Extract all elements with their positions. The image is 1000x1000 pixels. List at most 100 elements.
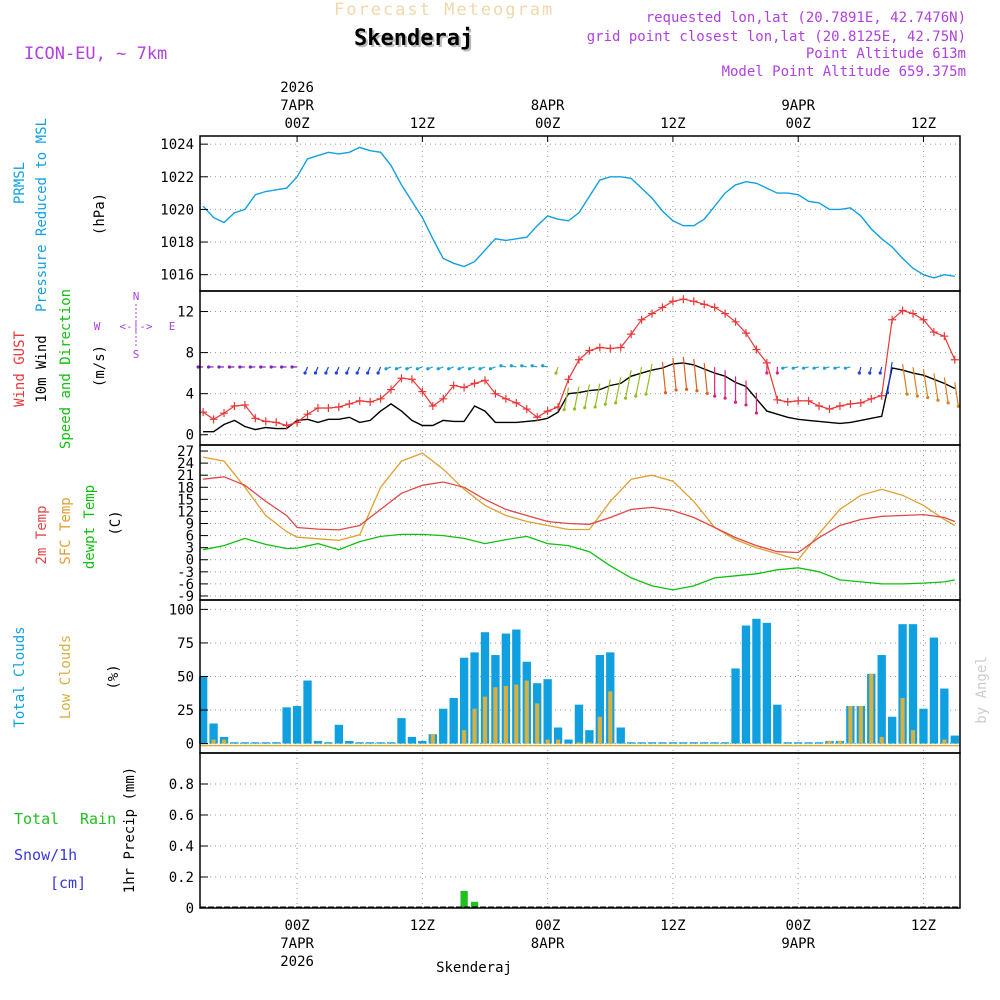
wind-gust-marker (585, 346, 594, 355)
wind-10m-label: 10m Wind (34, 335, 50, 402)
clouds-tick-label: 50 (177, 670, 194, 686)
wind-gust-marker (909, 309, 918, 318)
wind-gust-marker (282, 421, 291, 430)
total-clouds-bar (794, 742, 803, 744)
pressure-tick-label: 1024 (160, 137, 194, 153)
total-clouds-bar (365, 742, 375, 744)
total-clouds-bar (324, 742, 333, 744)
wind-direction-arrow (573, 386, 580, 410)
total-clouds-bar (209, 723, 218, 744)
point-altitude: Point Altitude 613m (805, 46, 966, 62)
wind-direction-arrow (933, 373, 939, 401)
low-clouds-label-group: Low Clouds (58, 635, 74, 719)
data-layer (196, 146, 960, 908)
wind-arrow-head (303, 371, 307, 375)
wind-arrow-head (248, 365, 252, 369)
low-clouds-bar (900, 697, 905, 744)
temperature-tick-label: -3 (177, 565, 194, 581)
wind-gust-marker (481, 376, 489, 385)
low-clouds-bar (910, 730, 916, 744)
total-clouds-bar (710, 742, 719, 744)
wind-direction-arrow (954, 382, 959, 407)
wind-direction-arrow (886, 361, 893, 393)
wind-gust-marker (376, 394, 385, 403)
wind-gust-marker (345, 399, 354, 408)
pressure-label-prmsl: PRMSL (12, 162, 28, 204)
total-clouds-bar (585, 730, 594, 744)
low-clouds-bar (535, 703, 540, 744)
total-clouds-bar (950, 735, 959, 744)
compass-w: W (94, 320, 101, 333)
wind-arrow-head (713, 394, 717, 398)
total-clouds-bar (626, 742, 636, 744)
total-clouds-bar (898, 624, 907, 744)
wind-arrow-head (366, 371, 370, 375)
wind-gust-marker (460, 383, 469, 392)
wind-arrow-head (723, 396, 727, 400)
temperature-tick-label: -6 (177, 577, 194, 593)
wind-direction-arrow (672, 357, 677, 391)
total-clouds-bar (355, 742, 364, 744)
wind-gust-marker (929, 328, 938, 337)
total-clouds-bar (543, 679, 552, 744)
wind-gust-marker (898, 306, 907, 315)
wind-gust-marker (637, 315, 646, 324)
wind-gust-marker (470, 379, 479, 388)
wind-arrow-head (603, 402, 607, 406)
model-altitude: Model Point Altitude 659.375m (721, 64, 966, 80)
wind-arrow-head (674, 388, 678, 392)
total-clouds-bar (313, 740, 323, 744)
pressure-label-msl: Pressure Reduced to MSL (34, 118, 50, 312)
low-clouds-bar (482, 696, 488, 744)
wind-arrow-head (644, 392, 648, 396)
rain-bar (470, 901, 479, 908)
grid-point-coords: grid point closest lon,lat (20.8125E, 42… (586, 29, 966, 45)
clouds-unit-label: (%) (106, 664, 122, 689)
precip-tick-label: 0 (186, 901, 194, 917)
wind-arrow-head (376, 371, 380, 375)
precip-cm-label: [cm] (50, 874, 86, 892)
wind-arrow-head (562, 408, 566, 412)
temperature-label-group: 2m Temp (34, 505, 50, 564)
total-clouds-bar (397, 718, 406, 744)
wind-arrow-head (833, 366, 837, 370)
top-time-label: 8APR (531, 98, 565, 114)
wind-arrow-head (238, 365, 242, 369)
wind-arrow-head (259, 365, 263, 369)
wind-arrow-head (905, 392, 909, 396)
wind-gust-marker (888, 315, 897, 324)
wind-arrow-head (436, 367, 440, 371)
wind-arrow-head (843, 366, 847, 370)
bottom-time-label: 2026 (280, 954, 314, 970)
wind-arrow-head (822, 366, 827, 370)
wind-gust-marker (804, 396, 813, 405)
wind-speed-line (203, 362, 956, 433)
total-clouds-bar (814, 742, 824, 744)
precip-unit-group: 1hr Precip (mm) (122, 767, 138, 893)
wind-direction-arrow (682, 356, 688, 390)
wind-gust-marker (595, 343, 604, 352)
total-clouds-bar (459, 657, 469, 744)
wind-arrow-head (206, 365, 211, 369)
wind-gust-marker (783, 397, 792, 406)
rain-bar (460, 890, 468, 908)
wind-arrow-head (781, 366, 785, 370)
wind-gust-marker (877, 391, 886, 400)
bottom-time-label: 00Z (786, 918, 811, 934)
total-clouds-bar (449, 697, 458, 744)
low-clouds-bar (576, 742, 582, 744)
total-clouds-bar (887, 716, 897, 744)
wind-arrow-head (802, 366, 806, 370)
wind-gust-marker (867, 394, 876, 403)
pressure-label-group: PRMSL Pressure Reduced to MSL (12, 118, 50, 312)
wind-arrow-head (791, 366, 795, 370)
low-clouds-bar (858, 706, 863, 744)
wind-gust-marker (449, 381, 458, 390)
wind-arrow-head (623, 396, 628, 400)
dewpoint-line (202, 533, 955, 591)
wind-gust-marker (648, 309, 657, 318)
footer-location: Skenderaj (436, 960, 512, 976)
wind-unit-group: (m/s) (92, 345, 108, 387)
total-clouds-bar (783, 742, 792, 744)
